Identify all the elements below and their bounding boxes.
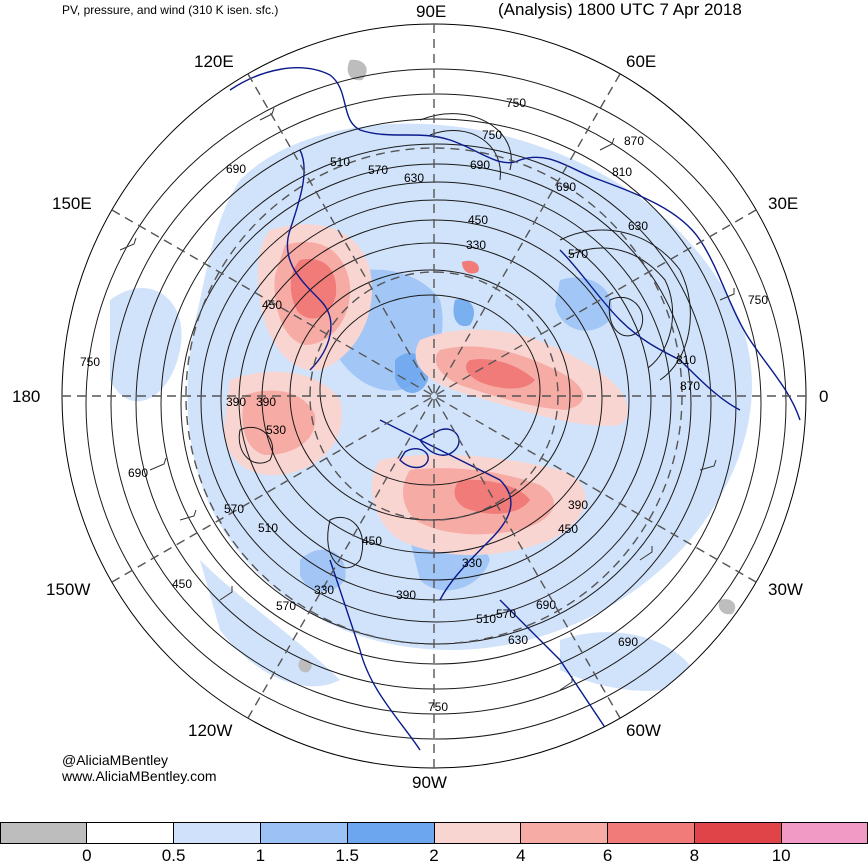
colorbar-swatch bbox=[521, 822, 609, 844]
pv-shading-red bbox=[224, 224, 628, 555]
contour-label: 570 bbox=[276, 599, 297, 613]
contour-label: 450 bbox=[172, 577, 193, 591]
colorbar-tick-label: 1.5 bbox=[335, 846, 360, 865]
lon-label-120e: 120E bbox=[194, 52, 234, 71]
wind-barbs bbox=[119, 107, 735, 691]
contour-label: 510 bbox=[476, 612, 497, 626]
contour-label: 690 bbox=[470, 158, 491, 172]
lon-label-150w: 150W bbox=[46, 580, 91, 599]
contour-label: 690 bbox=[536, 598, 557, 612]
contour-label: 750 bbox=[482, 128, 503, 142]
analysis-time: (Analysis) 1800 UTC 7 Apr 2018 bbox=[498, 0, 742, 19]
lon-label-60w: 60W bbox=[626, 721, 661, 740]
contour-label: 750 bbox=[748, 293, 769, 307]
coastlines bbox=[229, 67, 801, 751]
colorbar-swatch bbox=[86, 822, 174, 844]
contour-label: 630 bbox=[508, 633, 529, 647]
lon-label-150e: 150E bbox=[52, 194, 92, 213]
credit-website: www.AliciaMBentley.com bbox=[62, 768, 217, 784]
lon-label-120w: 120W bbox=[188, 721, 233, 740]
contour-label: 450 bbox=[362, 534, 383, 548]
lon-label-0: 0 bbox=[819, 387, 829, 406]
height-contours bbox=[85, 68, 787, 740]
colorbar-tick-label: 6 bbox=[602, 846, 613, 865]
contour-label: 450 bbox=[558, 522, 579, 536]
pv-shading-blue bbox=[110, 123, 752, 691]
credit-handle: @AliciaMBentley bbox=[62, 752, 169, 768]
colorbar-tick-label: 10 bbox=[771, 846, 791, 865]
colorbar-tick-label: 2 bbox=[429, 846, 439, 865]
contour-label: 630 bbox=[628, 219, 649, 233]
contour-label: 570 bbox=[224, 502, 245, 516]
contour-label: 390 bbox=[396, 588, 417, 602]
contour-label: 390 bbox=[256, 395, 277, 409]
contour-label: 450 bbox=[468, 213, 489, 227]
colorbar-swatch bbox=[695, 822, 783, 844]
lon-label-90w: 90W bbox=[412, 773, 447, 792]
contour-label: 390 bbox=[568, 498, 589, 512]
map-title: PV, pressure, and wind (310 K isen. sfc.… bbox=[62, 3, 279, 17]
contour-label: 750 bbox=[428, 700, 449, 714]
contour-label: 390 bbox=[226, 395, 247, 409]
contour-label: 570 bbox=[368, 163, 389, 177]
contour-label: 870 bbox=[680, 379, 701, 393]
contour-label: 810 bbox=[612, 165, 633, 179]
contour-label: 810 bbox=[676, 353, 697, 367]
colorbar-swatch bbox=[0, 822, 87, 844]
contour-label: 690 bbox=[618, 635, 639, 649]
contour-label: 330 bbox=[462, 556, 483, 570]
colorbar-tick-label: 4 bbox=[516, 846, 526, 865]
contour-label: 450 bbox=[262, 298, 283, 312]
contour-label: 690 bbox=[226, 162, 247, 176]
contour-label: 870 bbox=[624, 134, 645, 148]
contour-label: 530 bbox=[266, 423, 287, 437]
contour-label: 750 bbox=[80, 355, 101, 369]
lon-label-30w: 30W bbox=[768, 580, 803, 599]
contour-label: 330 bbox=[466, 238, 487, 252]
contour-label: 630 bbox=[404, 171, 425, 185]
colorbar-tick-label: 0.5 bbox=[161, 846, 186, 865]
contour-label: 510 bbox=[330, 155, 351, 169]
colorbar-swatch bbox=[260, 822, 348, 844]
contour-label: 570 bbox=[496, 607, 517, 621]
graticule bbox=[62, 24, 806, 768]
colorbar-swatch bbox=[347, 822, 435, 844]
lon-label-30e: 30E bbox=[768, 194, 799, 213]
pv-colorbar bbox=[0, 822, 868, 844]
contour-label: 330 bbox=[314, 583, 335, 597]
colorbar-tick-label: 8 bbox=[689, 846, 700, 865]
contour-label: 570 bbox=[568, 247, 589, 261]
contour-label: 690 bbox=[556, 180, 577, 194]
colorbar-swatch bbox=[434, 822, 522, 844]
contour-label: 690 bbox=[128, 466, 149, 480]
contour-label: 750 bbox=[506, 96, 527, 110]
lon-label-90e: 90E bbox=[416, 2, 447, 21]
colorbar-swatch bbox=[173, 822, 261, 844]
lon-label-60e: 60E bbox=[626, 52, 657, 71]
lon-label-180: 180 bbox=[12, 387, 41, 406]
contour-label: 510 bbox=[258, 521, 279, 535]
colorbar-swatch bbox=[782, 822, 868, 844]
colorbar-swatch bbox=[608, 822, 696, 844]
colorbar-tick-label: 1 bbox=[255, 846, 266, 865]
colorbar-tick-label: 0 bbox=[82, 846, 92, 865]
